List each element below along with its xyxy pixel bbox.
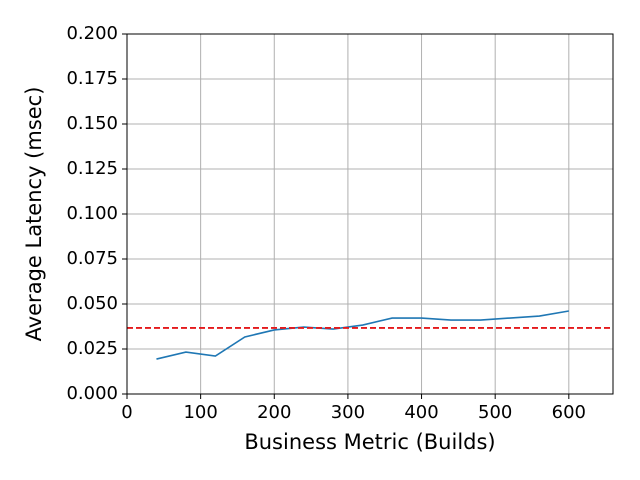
x-axis-label: Business Metric (Builds) <box>244 430 495 454</box>
y-tick-label: 0.050 <box>66 293 118 314</box>
x-tick-label: 100 <box>183 402 217 423</box>
x-tick-label: 300 <box>331 402 365 423</box>
y-tick-label: 0.000 <box>66 383 118 404</box>
y-tick-label: 0.125 <box>66 158 118 179</box>
x-tick-label: 400 <box>404 402 438 423</box>
x-tick-label: 500 <box>478 402 512 423</box>
x-tick-label: 600 <box>552 402 586 423</box>
y-axis-label: Average Latency (msec) <box>22 87 46 342</box>
y-tick-label: 0.025 <box>66 338 118 359</box>
y-tick-label: 0.075 <box>66 248 118 269</box>
plot-frame <box>126 33 614 395</box>
y-tick-label: 0.100 <box>66 203 118 224</box>
x-tick-label: 0 <box>121 402 132 423</box>
y-tick-label: 0.200 <box>66 23 118 44</box>
y-tick-label: 0.150 <box>66 113 118 134</box>
y-tick-label: 0.175 <box>66 68 118 89</box>
line-series <box>156 310 569 360</box>
x-tick-label: 200 <box>257 402 291 423</box>
